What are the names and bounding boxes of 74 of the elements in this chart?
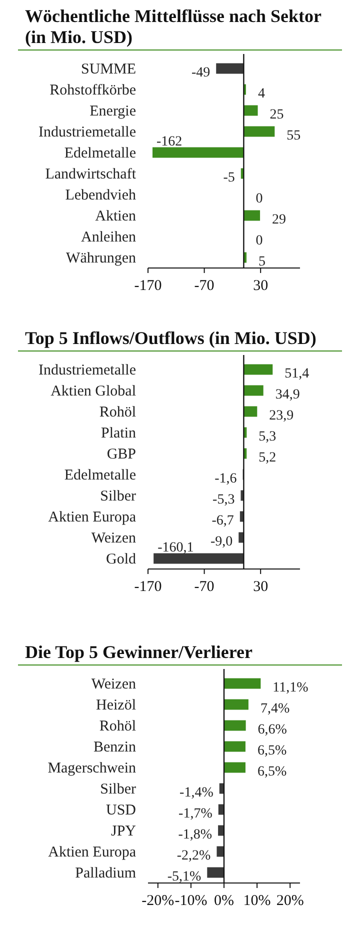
data-label: 6,5% [257, 744, 287, 758]
data-label: -1,7% [178, 806, 213, 822]
y-tick-label: Silber [100, 488, 136, 504]
x-tick-label: -20% [142, 893, 174, 909]
y-tick-label: Aktien Europa [48, 510, 136, 526]
y-tick-label: JPY [110, 824, 136, 840]
data-label: -5,1% [167, 870, 202, 884]
data-label: -2,2% [176, 848, 212, 864]
y-tick-label: USD [106, 802, 136, 818]
data-label: 6,6% [258, 722, 288, 738]
x-tick-label: 30 [253, 278, 268, 294]
y-tick-label: Rohöl [99, 718, 136, 734]
data-label: 29 [272, 212, 286, 228]
y-tick-label: Palladium [75, 866, 136, 882]
y-tick-label: Edelmetalle [64, 146, 136, 162]
y-tick-label: Währungen [66, 250, 136, 266]
y-tick-label: Landwirtschaft [45, 166, 137, 182]
x-tick-label: 20% [276, 893, 304, 909]
x-tick-label: 30 [253, 579, 268, 595]
y-tick-label: Heizöl [96, 698, 136, 714]
x-tick-label: -70 [194, 278, 214, 294]
y-tick-label: Weizen [91, 676, 136, 692]
y-tick-label: Energie [90, 104, 136, 120]
data-label: -1,6 [214, 472, 237, 486]
y-tick-label: Aktien Global [50, 384, 136, 400]
y-tick-label: Aktien [95, 208, 136, 224]
y-tick-label: Industriemetalle [38, 362, 136, 378]
y-tick-label: Rohstoffkörbe [50, 82, 136, 98]
y-tick-label: Aktien Europa [48, 844, 136, 860]
y-tick-label: Anleihen [81, 230, 136, 246]
data-label: 51,4 [284, 366, 310, 382]
y-tick-label: Benzin [94, 740, 136, 756]
x-tick-label: -10% [174, 893, 208, 909]
x-tick-label: 10% [243, 893, 271, 909]
y-tick-label: Weizen [91, 530, 136, 546]
data-label: 55 [286, 128, 301, 144]
data-label: 11,1% [272, 680, 309, 696]
data-label: 0 [256, 234, 263, 248]
data-label: 7,4% [260, 702, 290, 716]
data-label: -9,0 [210, 534, 233, 550]
data-label: 0 [256, 192, 263, 206]
data-label: 23,9 [269, 408, 294, 424]
data-label: -5,3 [212, 492, 235, 508]
y-tick-label: Platin [100, 426, 136, 442]
data-label: 34,9 [275, 388, 300, 402]
chart-title: Wöchentliche Mittelflüsse nach Sektor (in Mio. USD) [25, 6, 322, 47]
data-label: -160,1 [158, 540, 194, 556]
data-label: 5 [258, 254, 266, 270]
data-label: 4 [258, 86, 265, 102]
y-tick-label: Edelmetalle [64, 468, 136, 484]
data-label: -1,8% [178, 828, 212, 842]
data-label: 6,5% [257, 764, 287, 780]
data-label: 5,3 [258, 430, 276, 444]
x-tick-label: -70 [194, 579, 214, 595]
y-tick-label: Lebendvieh [65, 188, 136, 204]
y-tick-label: Magerschwein [48, 760, 136, 776]
chart-title: Top 5 Inflows/Outflows (in Mio. USD) [25, 328, 316, 348]
chart-title: Die Top 5 Gewinner/Verlierer [25, 642, 252, 662]
data-label: -49 [191, 66, 210, 80]
x-tick-label: 0% [214, 893, 234, 909]
data-label: -5 [223, 170, 235, 186]
x-tick-label: -170 [134, 278, 162, 294]
data-label: -6,7 [212, 514, 234, 528]
y-tick-label: SUMME [80, 62, 136, 78]
data-label: -1,4% [180, 786, 214, 800]
y-tick-label: Industriemetalle [38, 124, 136, 140]
data-label: 25 [270, 108, 284, 122]
data-label: -162 [156, 134, 182, 150]
y-tick-label: Gold [106, 552, 136, 568]
y-tick-label: Rohöl [99, 404, 136, 420]
x-tick-label: -170 [134, 579, 162, 595]
data-label: 5,2 [258, 450, 276, 466]
y-tick-label: GBP [106, 446, 136, 462]
y-tick-label: Silber [100, 782, 136, 798]
